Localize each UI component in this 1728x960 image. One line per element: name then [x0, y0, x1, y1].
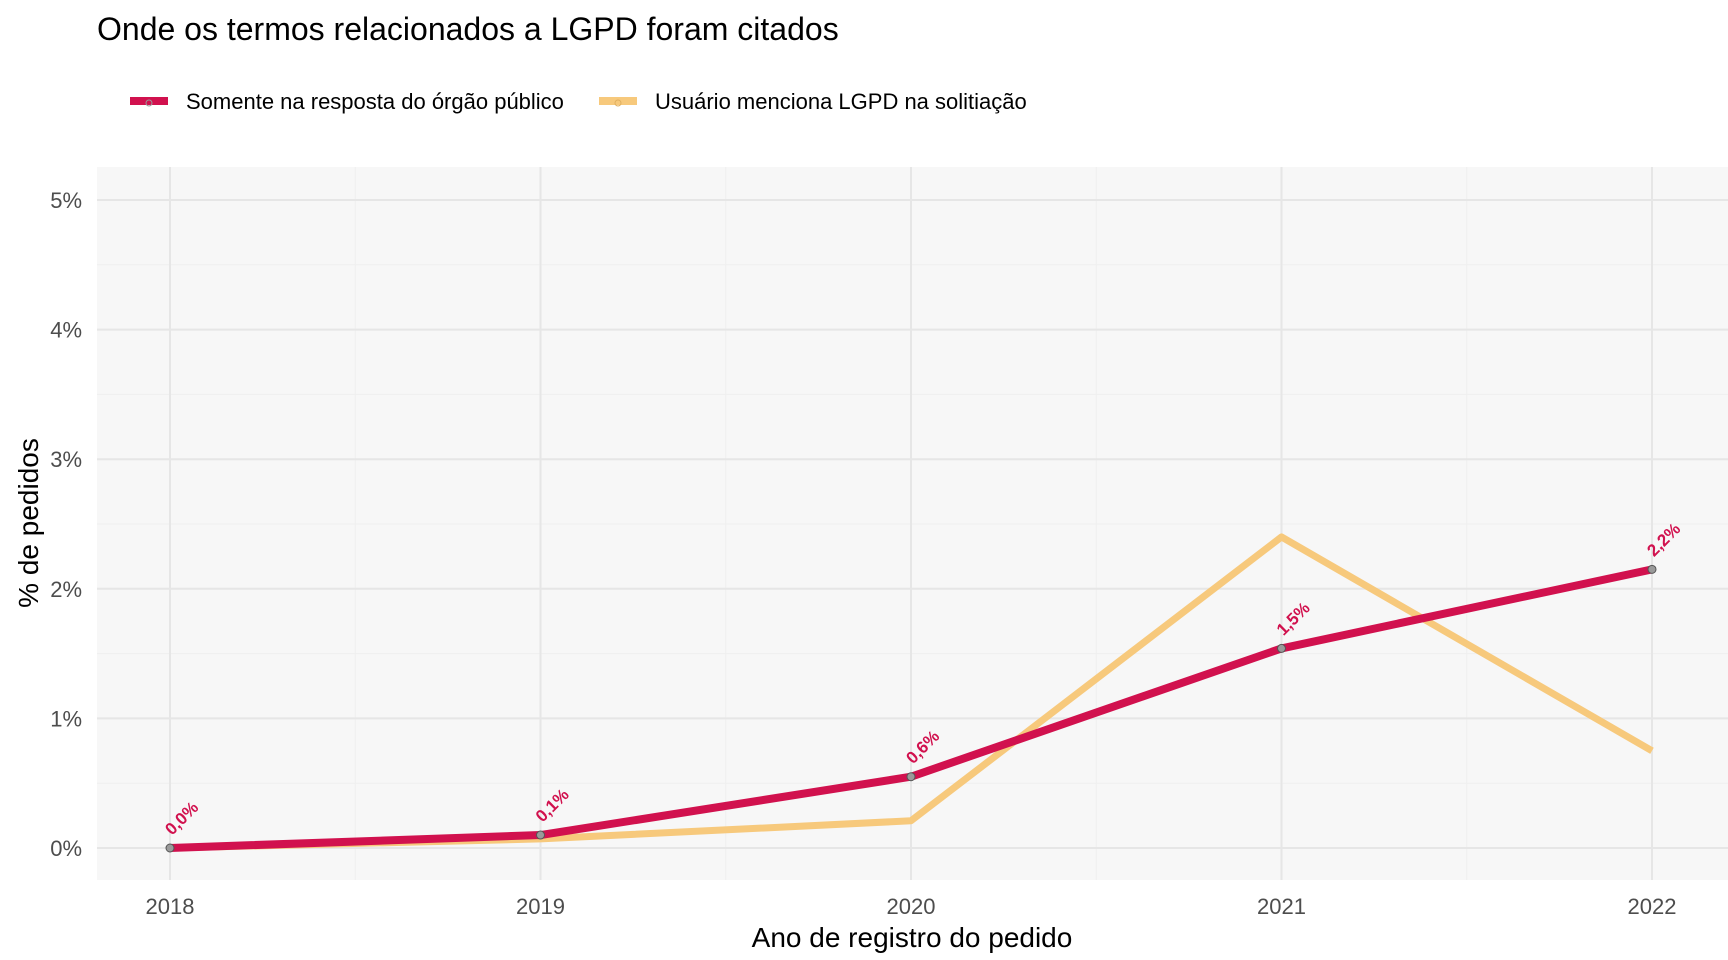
grid-lines [97, 167, 1728, 880]
x-tick-label: 2018 [146, 894, 195, 919]
y-tick-label: 0% [50, 836, 82, 861]
data-point [1647, 564, 1657, 574]
legend-marker [614, 99, 622, 107]
y-tick-label: 5% [50, 188, 82, 213]
x-tick-label: 2020 [887, 894, 936, 919]
data-point [1277, 643, 1286, 653]
legend-label: Usuário menciona LGPD na solitiação [655, 89, 1027, 114]
data-point [906, 772, 916, 782]
x-axis-title: Ano de registro do pedido [752, 922, 1073, 953]
y-axis-title: % de pedidos [13, 438, 44, 608]
y-tick-label: 3% [50, 447, 82, 472]
points-layer [165, 564, 1657, 853]
x-axis-ticks: 2018 2019 2020 2021 2022 [146, 894, 1677, 919]
legend: Somente na resposta do órgão público Usuá… [130, 89, 1027, 114]
legend-marker [145, 99, 153, 107]
y-tick-label: 1% [50, 706, 82, 731]
x-tick-label: 2019 [516, 894, 565, 919]
data-point [536, 830, 545, 840]
data-point [165, 843, 175, 853]
y-tick-label: 2% [50, 577, 82, 602]
x-tick-label: 2021 [1257, 894, 1306, 919]
y-tick-label: 4% [50, 318, 82, 343]
y-axis-ticks: 0% 1% 2% 3% 4% 5% [50, 188, 82, 861]
x-tick-label: 2022 [1628, 894, 1677, 919]
legend-label: Somente na resposta do órgão público [186, 89, 564, 114]
chart-title: Onde os termos relacionados a LGPD foram… [97, 11, 839, 47]
